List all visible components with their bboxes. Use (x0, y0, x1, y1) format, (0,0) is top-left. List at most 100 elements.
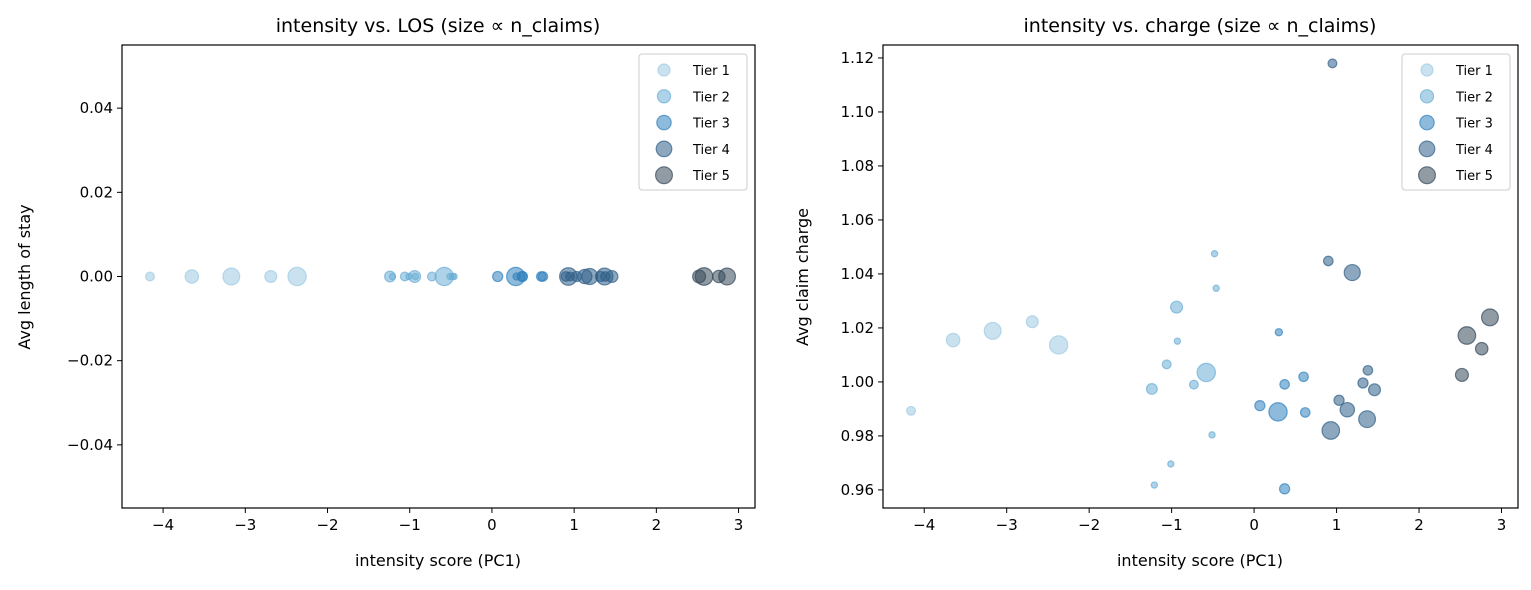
x-tick-label: 0 (1249, 516, 1259, 534)
legend-label: Tier 4 (1455, 143, 1493, 158)
data-point-tier-2 (1167, 460, 1175, 468)
data-point-tier-2 (388, 272, 397, 281)
x-tick-label: −1 (1161, 516, 1183, 534)
data-point-tier-4 (1327, 58, 1338, 69)
x-axis-label: intensity score (PC1) (355, 551, 521, 570)
y-tick-label: 1.00 (841, 373, 874, 391)
data-point-tier-1 (945, 332, 961, 348)
axes-frame (882, 44, 1519, 509)
y-axis-label: Avg claim charge (793, 208, 812, 346)
y-tick-label: 0.04 (80, 99, 113, 117)
y-tick-label: 1.06 (841, 211, 874, 229)
data-point-tier-4 (1339, 401, 1356, 418)
data-point-tier-2 (1161, 359, 1172, 370)
data-point-tier-1 (1025, 315, 1039, 329)
data-point-tier-2 (411, 272, 420, 281)
data-point-tier-2 (446, 272, 454, 281)
legend-marker (656, 89, 672, 104)
data-point-tier-3 (1254, 400, 1266, 412)
data-point-tier-4 (1333, 394, 1345, 406)
data-point-tier-3 (1279, 379, 1290, 390)
data-point-tier-3 (1298, 371, 1309, 383)
data-point-tier-1 (906, 405, 917, 416)
data-point-tier-1 (1048, 335, 1069, 355)
data-point-tier-2 (1208, 431, 1216, 439)
data-point-tier-1 (264, 269, 278, 284)
data-point-tier-4 (1358, 410, 1377, 429)
data-point-tier-2 (1173, 337, 1182, 345)
x-axis-label: intensity score (PC1) (1117, 551, 1283, 570)
y-tick-label: 0.96 (841, 481, 874, 499)
x-tick-label: −4 (913, 516, 935, 534)
data-point-tier-4 (1367, 383, 1382, 397)
legend-marker (655, 140, 673, 158)
data-point-tier-5 (1474, 341, 1489, 356)
y-tick-label: 1.04 (841, 265, 874, 283)
data-point-tier-2 (1210, 249, 1219, 258)
los-subplot: intensity vs. LOS (size ∝ n_claims) inte… (15, 15, 756, 570)
x-tick-label: −3 (234, 516, 256, 534)
data-point-tier-3 (1278, 483, 1291, 495)
data-point-tier-3 (1299, 407, 1311, 418)
legend-label: Tier 1 (1455, 64, 1493, 79)
legend-marker (1417, 166, 1436, 185)
y-tick-label: −0.04 (67, 436, 113, 454)
x-tick-label: −4 (152, 516, 174, 534)
data-point-tier-1 (184, 269, 200, 284)
legend-marker (654, 166, 673, 185)
legend-marker (656, 114, 672, 131)
x-tick-label: 3 (734, 516, 744, 534)
data-point-tier-5 (1480, 308, 1499, 327)
legend-marker (1419, 89, 1435, 104)
legend-marker (1419, 114, 1435, 131)
data-point-tier-2 (1212, 284, 1220, 292)
x-tick-label: 2 (652, 516, 662, 534)
legend: Tier 1 Tier 2 Tier 3 Tier 4 Tier 5 (1401, 53, 1511, 191)
legend-label: Tier 3 (692, 117, 730, 132)
data-point-tier-5 (692, 269, 707, 284)
data-point-tier-3 (492, 270, 504, 283)
x-tick-label: 0 (487, 516, 497, 534)
data-point-tier-2 (1170, 300, 1184, 314)
y-axis-label: Avg length of stay (15, 204, 34, 349)
data-point-tier-4 (559, 267, 578, 286)
data-point-tier-2 (1150, 481, 1159, 489)
chart-title: intensity vs. LOS (size ∝ n_claims) (276, 15, 601, 37)
data-point-tier-2 (426, 271, 437, 282)
legend-label: Tier 3 (1455, 117, 1493, 132)
legend-label: Tier 2 (1455, 90, 1493, 105)
legend: Tier 1 Tier 2 Tier 3 Tier 4 Tier 5 (638, 53, 748, 191)
charge-subplot: intensity vs. charge (size ∝ n_claims) i… (793, 15, 1519, 570)
data-point-tier-3 (1274, 328, 1284, 337)
legend-label: Tier 2 (692, 90, 730, 105)
x-tick-label: −2 (1078, 516, 1100, 534)
data-point-tier-3 (537, 271, 549, 282)
data-point-tier-1 (287, 266, 307, 287)
y-tick-label: 1.12 (841, 49, 874, 67)
data-point-tier-2 (405, 272, 413, 281)
y-tick-label: 0.02 (80, 183, 113, 201)
data-point-tier-4 (1343, 263, 1361, 282)
data-point-tier-4 (595, 267, 614, 286)
data-point-tier-4 (1321, 421, 1341, 440)
axes-frame (121, 44, 756, 509)
data-point-tier-5 (1454, 367, 1469, 382)
legend-marker (657, 63, 671, 77)
data-point-tier-5 (712, 269, 726, 284)
x-tick-label: 1 (1332, 516, 1342, 534)
data-point-tier-2 (1145, 382, 1158, 395)
data-point-tier-4 (577, 268, 593, 285)
x-tick-label: −2 (316, 516, 338, 534)
data-point-tier-4 (1357, 377, 1369, 389)
legend-marker (1420, 63, 1434, 77)
y-tick-label: 0.00 (80, 268, 113, 286)
y-tick-label: −0.02 (67, 352, 113, 370)
data-point-tier-4 (1362, 364, 1374, 376)
data-point-tier-1 (222, 267, 241, 286)
y-tick-label: 1.02 (841, 319, 874, 337)
legend-label: Tier 4 (692, 143, 730, 158)
x-tick-label: 3 (1497, 516, 1507, 534)
x-tick-label: −3 (996, 516, 1018, 534)
legend-label: Tier 5 (692, 169, 730, 184)
